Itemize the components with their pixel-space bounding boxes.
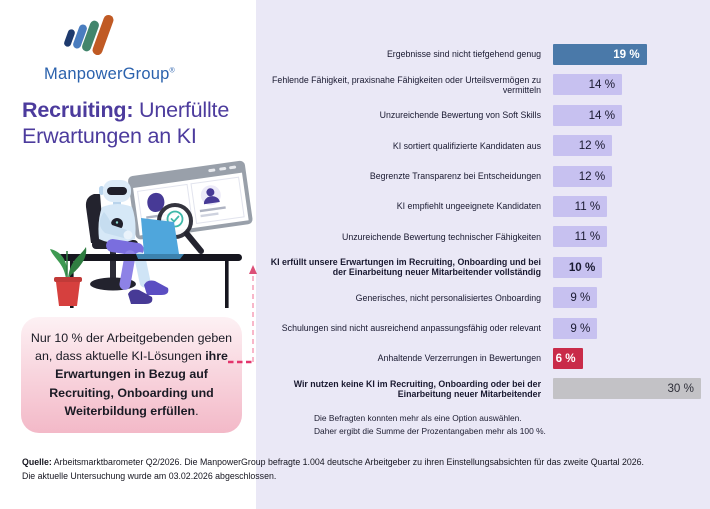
bar: 12 % [553,135,613,157]
bar-track: 12 % [553,135,706,157]
bar-value-label: 19 % [613,48,640,61]
bar-value-label: 14 % [588,78,616,92]
chart-rows: Ergebnisse sind nicht tiefgehend genug 19… [266,44,706,400]
bar-value-label: 6 % [555,351,576,365]
bar-label: KI empfiehlt ungeeignete Kandidaten [396,201,541,212]
source-line2: Die aktuelle Untersuchung wurde am 03.02… [22,471,277,482]
chart-footnote-line1: Die Befragten konnten mehr als eine Opti… [314,413,522,424]
bar: 14 % [553,104,623,126]
bar-label: Generisches, nicht personalisiertes Onbo… [355,292,541,303]
callout-connector-arrow [228,265,257,364]
chart-panel-background [256,0,710,509]
chart-row: Anhaltende Verzerrungen in Bewertungen 6 … [266,347,706,369]
bar-value-label: 9 % [570,291,591,305]
page-title-rest-line2: Erwartungen an KI [22,124,197,149]
chart-row: Unzureichende Bewertung von Soft Skills 1… [266,104,706,126]
chart-row: Wir nutzen keine KI im Recruiting, Onboa… [266,378,706,400]
bar: 9 % [553,317,598,339]
chart-row: Ergebnisse sind nicht tiefgehend genug 19… [266,44,706,65]
candidate-card-right [190,176,245,225]
bar-label: Ergebnisse sind nicht tiefgehend genug [386,49,541,60]
chart-row: Generisches, nicht personalisiertes Onbo… [266,287,706,309]
chart-row: Schulungen sind nicht ausreichend anpass… [266,317,706,339]
bar: 10 % [553,256,603,278]
bar-label: Schulungen sind nicht ausreichend anpass… [281,322,541,333]
callout-text-bold: ihre Erwartungen in Bezug auf Recruiting… [49,349,228,418]
bar: 11 % [553,195,608,217]
bar-label: KI sortiert qualifizierte Kandidaten aus [392,140,541,151]
bar-label: Unzureichende Bewertung von Soft Skills [379,110,541,121]
robot-legs [106,239,169,304]
bar-track: 12 % [553,165,706,187]
bar-track: 6 % [553,347,706,369]
robot-recruiting-illustration [46,158,256,315]
bar-label: Wir nutzen keine KI im Recruiting, Onboa… [293,378,541,399]
bar-label: Begrenzte Transparenz bei Entscheidungen [369,170,541,181]
callout-text-end: . [195,403,199,418]
bar-track: 14 % [553,74,706,96]
bar: 9 % [553,287,598,309]
bar: 12 % [553,165,613,187]
bar-label: Unzureichende Bewertung technischer Fähi… [341,231,541,242]
source-note: Quelle: Arbeitsmarktbarometer Q2/2026. D… [22,455,702,483]
bar-track: 11 % [553,226,706,248]
chart-row: KI empfiehlt ungeeignete Kandidaten 11 % [266,195,706,217]
bar: 11 % [553,226,608,248]
bar-track: 10 % [553,256,706,278]
source-line1: Quelle: Arbeitsmarktbarometer Q2/2026. D… [22,455,702,469]
chart-footnote: Die Befragten konnten mehr als eine Opti… [314,412,706,437]
source-label: Quelle: [22,457,52,467]
bar: 19 % [553,44,647,65]
manpowergroup-logo: ManpowerGroup® [44,12,175,84]
bar-track: 19 % [553,44,706,65]
manpowergroup-wordmark: ManpowerGroup® [44,65,175,83]
bar-value-label: 10 % [568,260,596,274]
bar-value-label: 30 % [667,382,694,396]
bar-value-label: 9 % [570,321,591,335]
bar-label: Fehlende Fähigkeit, praxisnahe Fähigkeit… [272,74,541,95]
chart-footnote-line2: Daher ergibt die Summe der Prozentangabe… [314,425,546,436]
chart-row: Unzureichende Bewertung technischer Fähi… [266,226,706,248]
laptop [136,218,184,259]
registered-mark: ® [169,67,175,75]
bar: 30 % [553,378,701,400]
bar-track: 30 % [553,378,706,400]
chart-row: Begrenzte Transparenz bei Entscheidungen… [266,165,706,187]
bar-track: 9 % [553,317,706,339]
bar-label: Anhaltende Verzerrungen in Bewertungen [377,353,541,364]
bar: 6 % [553,347,583,369]
callout-text: Nur 10 % der Arbeitgebenden geben an, da… [30,331,233,364]
callout-box: Nur 10 % der Arbeitgebenden geben an, da… [21,317,242,434]
robot [98,180,169,304]
page-title: Recruiting: Unerfüllte Erwartungen an KI [22,97,272,149]
potted-plant [50,247,87,306]
bar-value-label: 11 % [574,199,601,213]
bar-value-label: 14 % [588,108,616,122]
bar: 14 % [553,74,623,96]
bar-value-label: 12 % [578,139,606,153]
chart-row: KI sortiert qualifizierte Kandidaten aus… [266,135,706,157]
chart-row: KI erfüllt unsere Erwartungen im Recruit… [266,256,706,278]
bar-value-label: 11 % [574,230,601,244]
bar-track: 9 % [553,287,706,309]
manpowergroup-logo-icon [54,12,175,65]
source-line1-text: Arbeitsmarktbarometer Q2/2026. Die Manpo… [51,457,645,467]
bar-track: 14 % [553,104,706,126]
bar-chart: Ergebnisse sind nicht tiefgehend genug 19… [266,44,706,438]
chart-row: Fehlende Fähigkeit, praxisnahe Fähigkeit… [266,74,706,96]
bar-value-label: 12 % [578,169,606,183]
bar-track: 11 % [553,195,706,217]
page-title-highlight: Recruiting: [22,98,134,122]
page-title-rest-line1: Unerfüllte [133,98,230,122]
bar-label: KI erfüllt unsere Erwartungen im Recruit… [270,257,541,278]
